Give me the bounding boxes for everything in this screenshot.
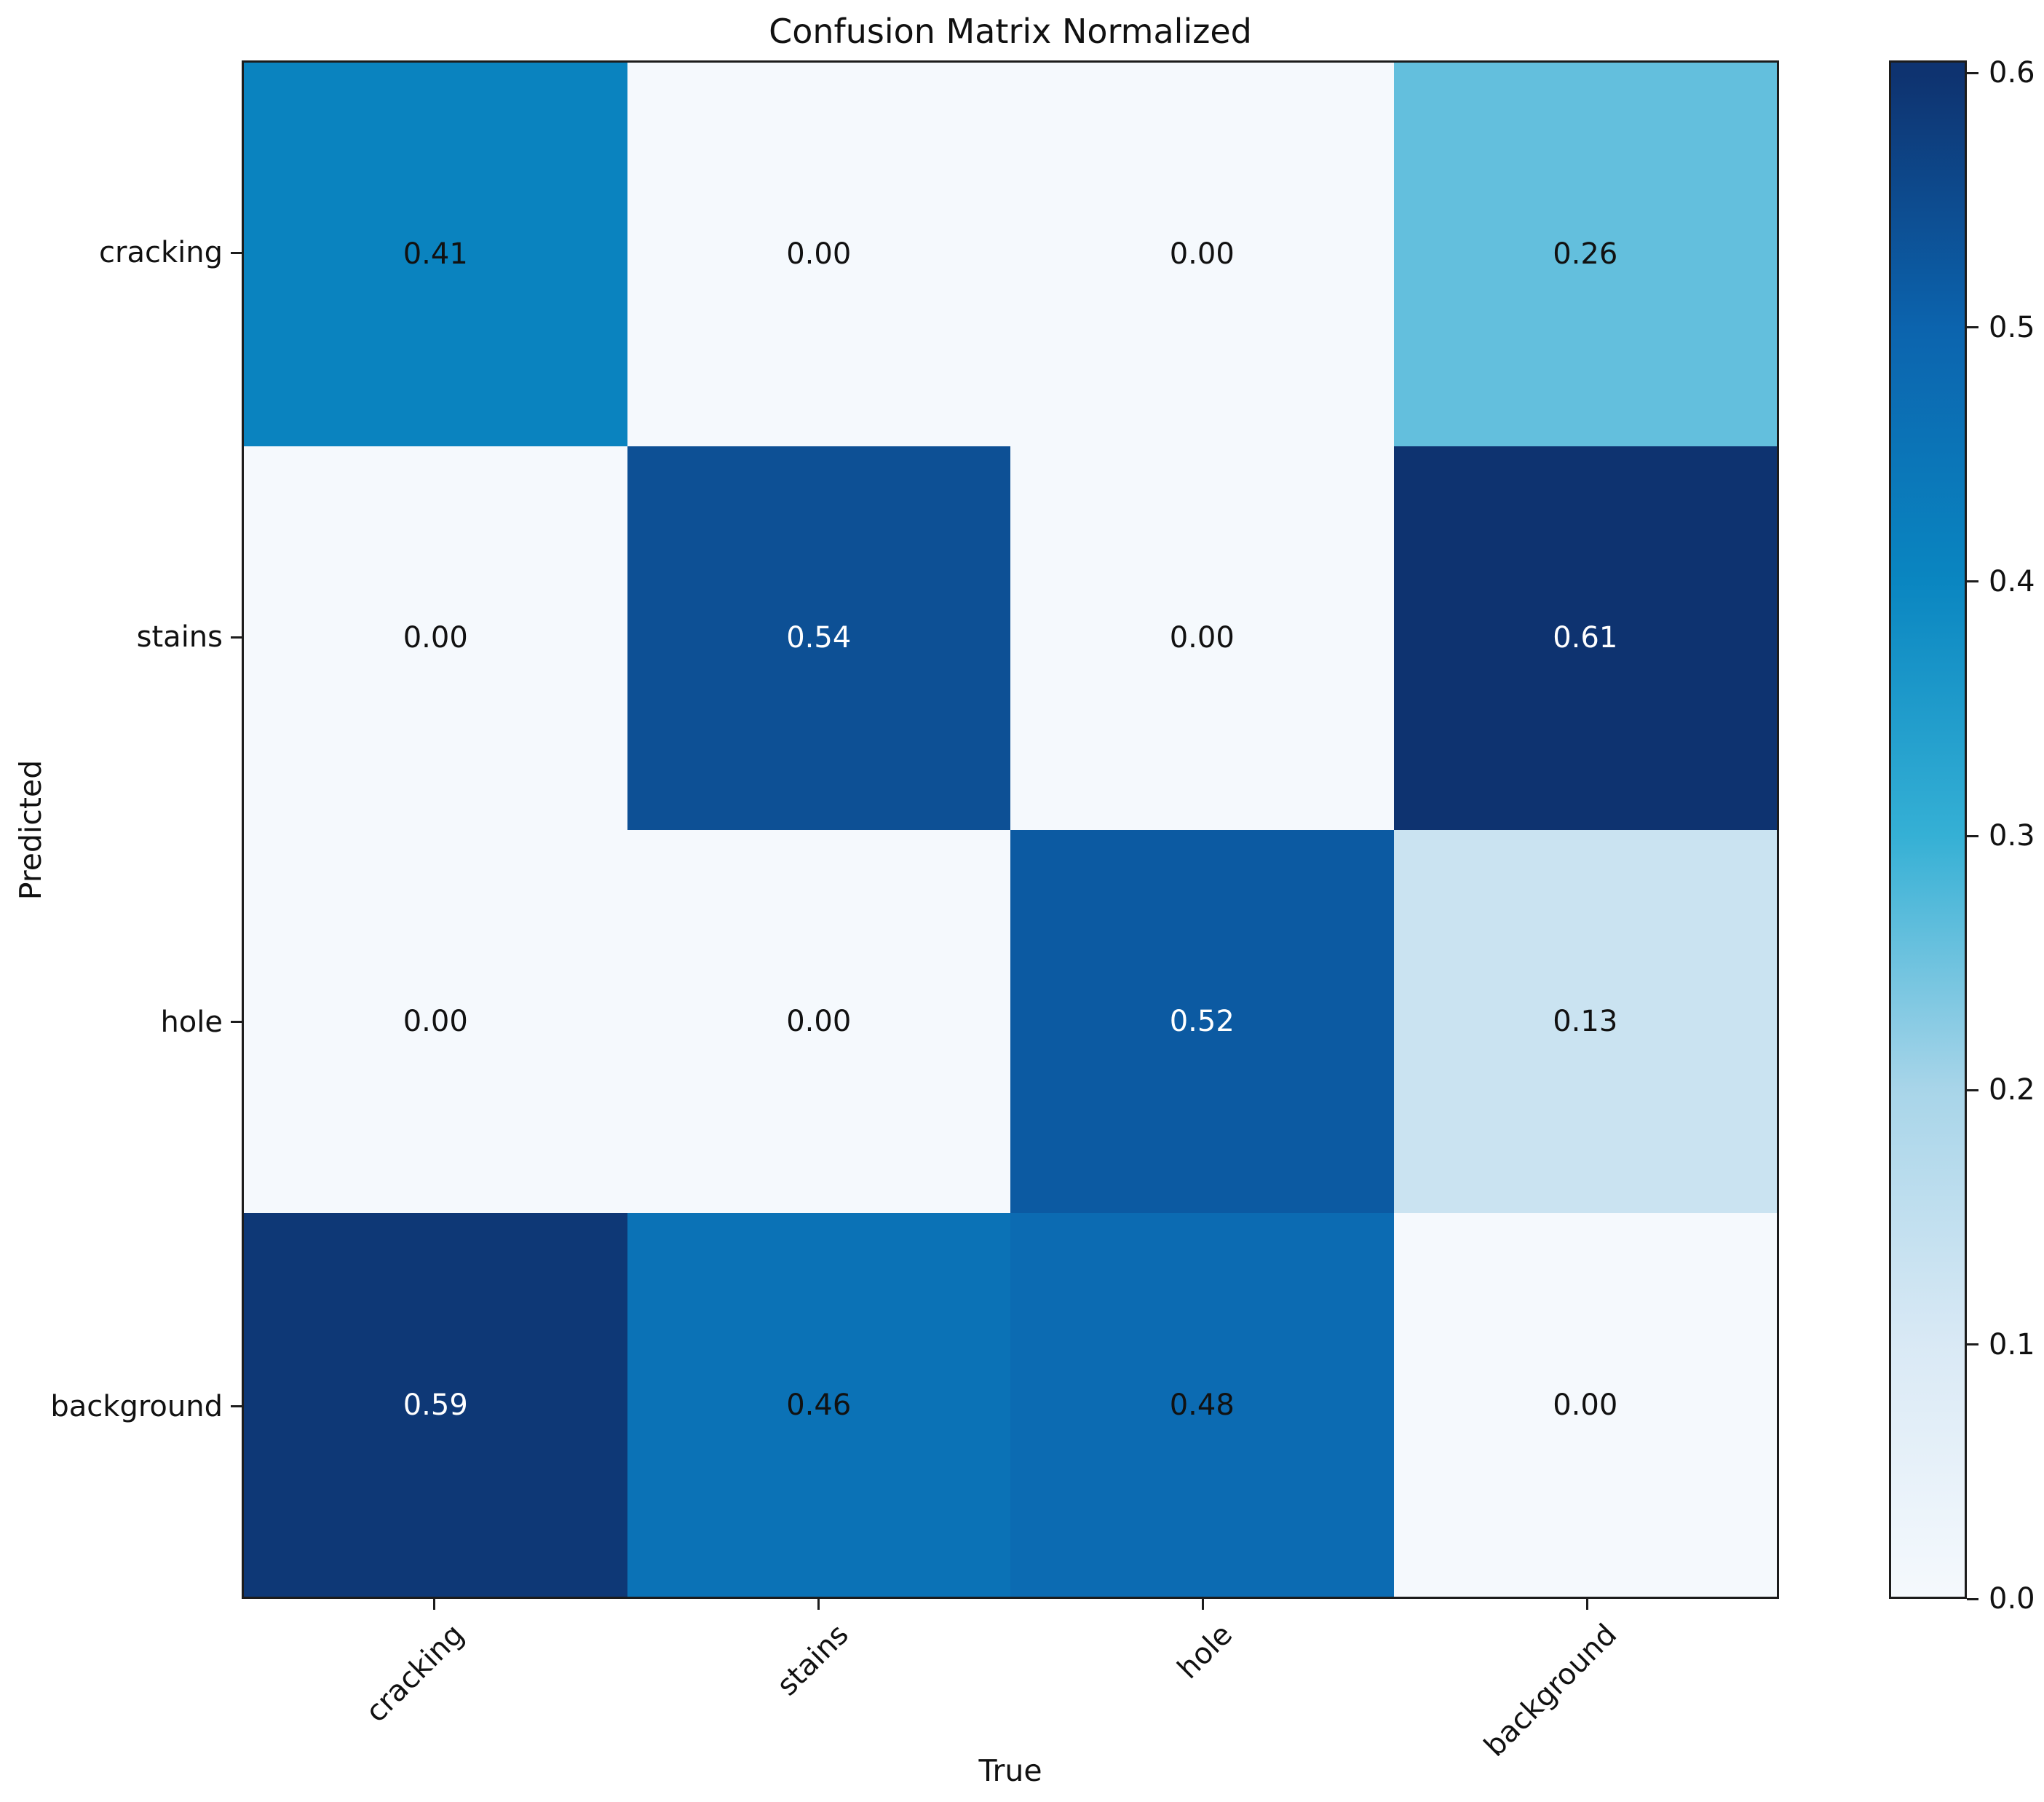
- cell-value: 0.00: [786, 237, 852, 272]
- matrix-cell-cracking-stains: 0.00: [627, 63, 1010, 446]
- colorbar-tick-label-0.4: 0.4: [1989, 564, 2035, 598]
- ytick-mark: [231, 1405, 242, 1408]
- matrix-cell-stains-cracking: 0.00: [244, 446, 627, 830]
- colorbar-tick-mark: [1967, 1597, 1978, 1600]
- colorbar-tick-label-0.0: 0.0: [1989, 1582, 2035, 1616]
- ytick-label-hole: hole: [160, 1005, 223, 1039]
- ytick-label-cracking: cracking: [99, 236, 223, 270]
- matrix-cell-hole-cracking: 0.00: [244, 829, 627, 1214]
- colorbar-tick-label-0.3: 0.3: [1989, 819, 2035, 853]
- colorbar: [1889, 60, 1967, 1599]
- ytick-mark: [231, 636, 242, 639]
- matrix-cell-stains-stains: 0.54: [627, 446, 1010, 830]
- y-axis-label: Predicted: [13, 759, 48, 901]
- cell-value: 0.00: [1553, 1388, 1618, 1422]
- colorbar-tick-mark: [1967, 326, 1978, 329]
- cell-value: 0.46: [786, 1388, 852, 1422]
- matrix-cell-cracking-background: 0.26: [1393, 63, 1777, 446]
- matrix-cell-background-hole: 0.48: [1010, 1213, 1394, 1597]
- colorbar-tick-label-0.5: 0.5: [1989, 310, 2035, 344]
- matrix-cell-cracking-cracking: 0.41: [244, 63, 627, 446]
- xtick-label-hole: hole: [1171, 1618, 1240, 1686]
- colorbar-tick-mark: [1967, 580, 1978, 583]
- xtick-mark: [1585, 1599, 1588, 1610]
- matrix-cell-hole-hole: 0.52: [1010, 829, 1394, 1214]
- xtick-label-cracking: cracking: [359, 1618, 471, 1729]
- ytick-mark: [231, 251, 242, 254]
- colorbar-tick-mark: [1967, 1343, 1978, 1346]
- colorbar-tick-mark: [1967, 1088, 1978, 1091]
- cell-value: 0.00: [1169, 621, 1235, 655]
- cell-value: 0.00: [403, 1004, 468, 1038]
- heatmap-grid: 0.41 0.00 0.00 0.26 0.00 0.54 0.00 0.61 0.00 0.00…: [242, 60, 1779, 1599]
- colorbar-tick-label-0.6: 0.6: [1989, 56, 2035, 90]
- ytick-label-background: background: [50, 1389, 223, 1423]
- cell-value: 0.48: [1169, 1388, 1235, 1422]
- cell-value: 0.54: [786, 621, 852, 655]
- matrix-cell-background-stains: 0.46: [627, 1213, 1010, 1597]
- xtick-mark: [432, 1599, 435, 1610]
- cell-value: 0.26: [1553, 237, 1618, 272]
- cell-value: 0.00: [1169, 237, 1235, 272]
- cell-value: 0.52: [1169, 1004, 1235, 1038]
- cell-value: 0.00: [786, 1004, 852, 1038]
- matrix-cell-stains-hole: 0.00: [1010, 446, 1394, 830]
- cell-value: 0.61: [1553, 621, 1618, 655]
- matrix-cell-background-cracking: 0.59: [244, 1213, 627, 1597]
- x-axis-label: True: [978, 1753, 1042, 1788]
- xtick-label-background: background: [1478, 1618, 1624, 1763]
- matrix-cell-cracking-hole: 0.00: [1010, 63, 1394, 446]
- xtick-mark: [817, 1599, 820, 1610]
- ytick-label-stains: stains: [136, 620, 223, 655]
- matrix-cell-hole-stains: 0.00: [627, 829, 1010, 1214]
- matrix-cell-stains-background: 0.61: [1393, 446, 1777, 830]
- xtick-label-stains: stains: [770, 1618, 855, 1703]
- colorbar-tick-label-0.2: 0.2: [1989, 1073, 2035, 1107]
- xtick-mark: [1201, 1599, 1204, 1610]
- cell-value: 0.13: [1553, 1004, 1618, 1038]
- cell-value: 0.00: [403, 621, 468, 655]
- colorbar-tick-mark: [1967, 71, 1978, 74]
- colorbar-tick-mark: [1967, 834, 1978, 837]
- chart-title: Confusion Matrix Normalized: [769, 12, 1252, 51]
- cell-value: 0.59: [403, 1388, 468, 1422]
- matrix-cell-background-background: 0.00: [1393, 1213, 1777, 1597]
- cell-value: 0.41: [403, 237, 468, 272]
- colorbar-tick-label-0.1: 0.1: [1989, 1327, 2035, 1362]
- matrix-cell-hole-background: 0.13: [1393, 829, 1777, 1214]
- ytick-mark: [231, 1021, 242, 1024]
